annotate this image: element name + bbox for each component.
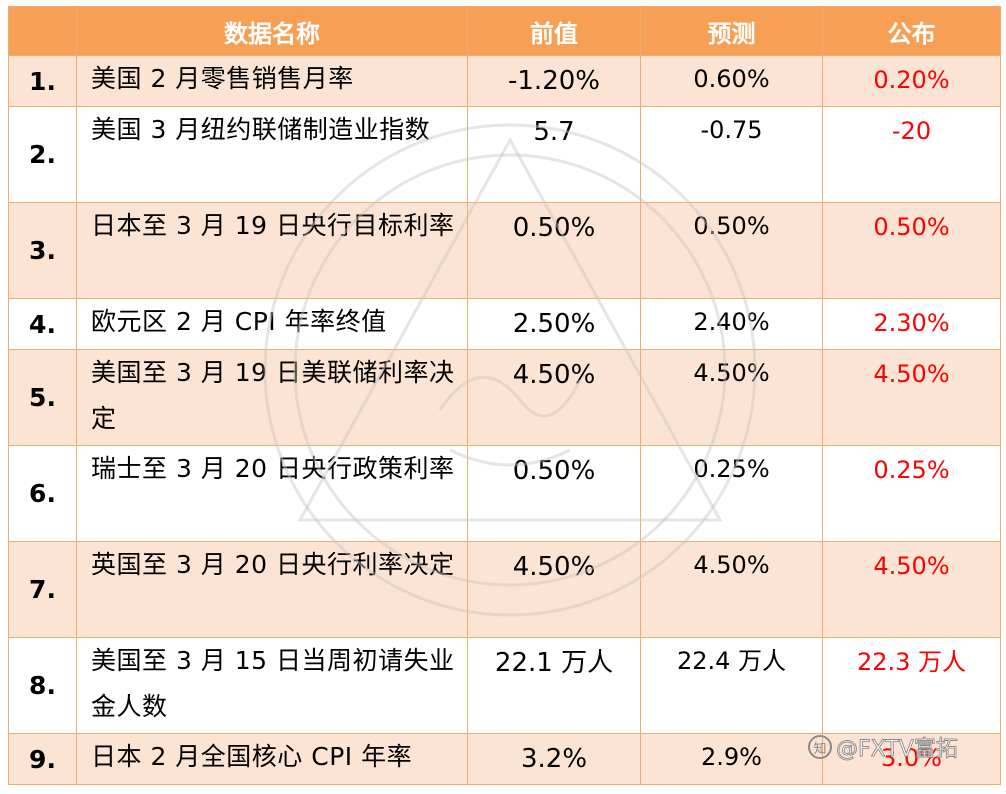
row-indicator-name: 欧元区 2 月 CPI 年率终值: [76, 298, 468, 350]
row-indicator-name: 日本 2 月全国核心 CPI 年率: [76, 733, 468, 785]
table-row: 2. 美国 3 月纽约联储制造业指数 5.7 -0.75 -20: [8, 106, 1001, 203]
row-published-value: 2.30%: [822, 298, 1001, 350]
header-published: 公布: [822, 6, 1001, 56]
header-name: 数据名称: [76, 6, 468, 56]
row-published-value: 0.20%: [822, 55, 1001, 107]
row-number: 4.: [8, 298, 77, 350]
row-published-value: 22.3 万人: [822, 637, 1001, 734]
row-previous-value: 0.50%: [467, 202, 641, 299]
row-indicator-name: 瑞士至 3 月 20 日央行政策利率: [76, 445, 468, 542]
row-published-value: 3.0%: [822, 733, 1001, 785]
row-number: 1.: [8, 55, 77, 107]
table-row: 4. 欧元区 2 月 CPI 年率终值 2.50% 2.40% 2.30%: [8, 298, 1001, 350]
row-number: 2.: [8, 106, 77, 203]
row-number: 3.: [8, 202, 77, 299]
row-indicator-name: 美国 2 月零售销售月率: [76, 55, 468, 107]
row-indicator-name: 美国 3 月纽约联储制造业指数: [76, 106, 468, 203]
row-published-value: 0.50%: [822, 202, 1001, 299]
row-indicator-name: 日本至 3 月 19 日央行目标利率: [76, 202, 468, 299]
row-forecast-value: 4.50%: [640, 349, 823, 446]
table-row: 6. 瑞士至 3 月 20 日央行政策利率 0.50% 0.25% 0.25%: [8, 445, 1001, 542]
table-row: 3. 日本至 3 月 19 日央行目标利率 0.50% 0.50% 0.50%: [8, 202, 1001, 299]
row-published-value: 4.50%: [822, 349, 1001, 446]
economic-data-table: 数据名称 前值 预测 公布 1. 美国 2 月零售销售月率 -1.20% 0.6…: [8, 6, 1001, 785]
row-forecast-value: 22.4 万人: [640, 637, 823, 734]
row-forecast-value: 2.9%: [640, 733, 823, 785]
row-published-value: 0.25%: [822, 445, 1001, 542]
row-forecast-value: 2.40%: [640, 298, 823, 350]
row-number: 7.: [8, 541, 77, 638]
header-previous: 前值: [467, 6, 641, 56]
row-published-value: 4.50%: [822, 541, 1001, 638]
row-number: 5.: [8, 349, 77, 446]
row-previous-value: 22.1 万人: [467, 637, 641, 734]
row-previous-value: 2.50%: [467, 298, 641, 350]
row-indicator-name: 英国至 3 月 20 日央行利率决定: [76, 541, 468, 638]
header-index: [8, 6, 77, 56]
header-forecast: 预测: [640, 6, 823, 56]
source-watermark-text: @FXTV富拓: [836, 737, 959, 763]
row-previous-value: 0.50%: [467, 445, 641, 542]
row-previous-value: 4.50%: [467, 541, 641, 638]
row-forecast-value: 0.25%: [640, 445, 823, 542]
table-row: 8. 美国至 3 月 15 日当周初请失业金人数 22.1 万人 22.4 万人…: [8, 637, 1001, 734]
row-forecast-value: 0.60%: [640, 55, 823, 107]
row-previous-value: 3.2%: [467, 733, 641, 785]
table-row: 5. 美国至 3 月 19 日美联储利率决定 4.50% 4.50% 4.50%: [8, 349, 1001, 446]
row-number: 6.: [8, 445, 77, 542]
table-row: 9. 日本 2 月全国核心 CPI 年率 3.2% 2.9% 3.0%: [8, 733, 1001, 785]
table-row: 7. 英国至 3 月 20 日央行利率决定 4.50% 4.50% 4.50%: [8, 541, 1001, 638]
table-row: 1. 美国 2 月零售销售月率 -1.20% 0.60% 0.20%: [8, 55, 1001, 107]
source-watermark: 知 @FXTV富拓: [808, 732, 958, 762]
row-published-value: -20: [822, 106, 1001, 203]
row-number: 8.: [8, 637, 77, 734]
row-previous-value: 5.7: [467, 106, 641, 203]
table-header-row: 数据名称 前值 预测 公布: [8, 6, 1001, 56]
row-previous-value: 4.50%: [467, 349, 641, 446]
row-forecast-value: -0.75: [640, 106, 823, 203]
row-forecast-value: 4.50%: [640, 541, 823, 638]
row-number: 9.: [8, 733, 77, 785]
row-indicator-name: 美国至 3 月 15 日当周初请失业金人数: [76, 637, 468, 734]
row-forecast-value: 0.50%: [640, 202, 823, 299]
row-indicator-name: 美国至 3 月 19 日美联储利率决定: [76, 349, 468, 446]
zhihu-icon: 知: [808, 735, 832, 759]
row-previous-value: -1.20%: [467, 55, 641, 107]
